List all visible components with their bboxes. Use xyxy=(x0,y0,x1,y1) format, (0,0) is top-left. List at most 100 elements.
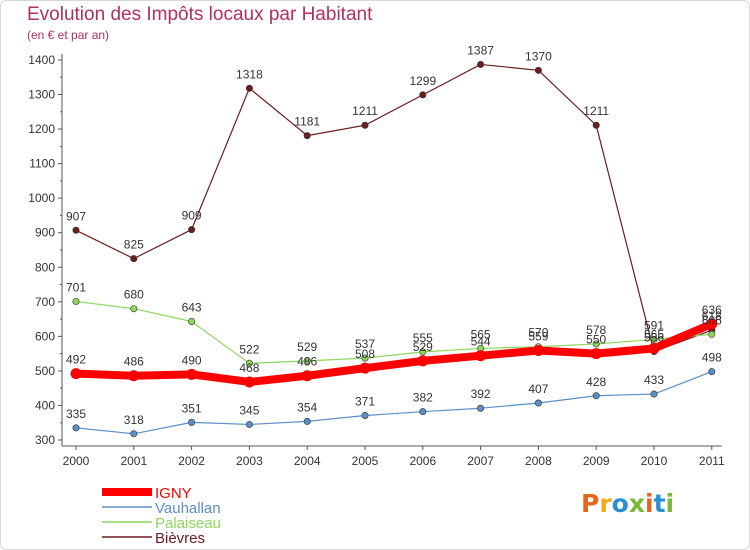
data-label-igny: 544 xyxy=(471,335,491,349)
data-label-vauhallan: 345 xyxy=(239,403,259,417)
data-label-palaiseau: 606 xyxy=(702,313,722,327)
data-point-palaiseau xyxy=(592,340,600,348)
data-point-vauhallan xyxy=(303,417,311,425)
data-point-igny xyxy=(301,370,313,382)
data-point-vauhallan xyxy=(245,420,253,428)
data-label-vauhallan: 335 xyxy=(66,407,86,421)
x-tick-label: 2010 xyxy=(641,454,668,468)
data-label-palaiseau: 570 xyxy=(528,326,548,340)
data-label-igny: 550 xyxy=(586,333,606,347)
y-tick-label: 1000 xyxy=(28,191,55,205)
logo-letter: o xyxy=(611,489,629,518)
data-label-igny: 636 xyxy=(702,303,722,317)
data-label-palaiseau: 529 xyxy=(297,340,317,354)
data-label-bivres: 1318 xyxy=(236,67,263,81)
logo-letter: t xyxy=(653,489,666,518)
data-point-vauhallan xyxy=(130,430,138,438)
data-label-palaiseau: 701 xyxy=(66,280,86,294)
data-point-bivres xyxy=(245,84,253,92)
y-tick-label: 600 xyxy=(35,329,55,343)
data-label-vauhallan: 371 xyxy=(355,394,375,408)
data-label-bivres: 825 xyxy=(124,238,144,252)
y-tick-label: 500 xyxy=(35,364,55,378)
data-point-bivres xyxy=(188,226,196,234)
logo-letter: i xyxy=(665,489,675,518)
data-point-igny xyxy=(128,370,140,382)
data-point-vauhallan xyxy=(361,411,369,419)
data-point-palaiseau xyxy=(708,330,716,338)
data-point-bivres xyxy=(419,91,427,99)
data-label-igny: 490 xyxy=(182,353,202,367)
axes: 300 400 500 600 700 800 900 1000 1100 1200 1300 140… xyxy=(28,53,725,468)
data-label-palaiseau: 680 xyxy=(124,288,144,302)
data-point-bivres xyxy=(477,60,485,68)
logo-letter: P xyxy=(581,489,600,518)
data-point-igny xyxy=(243,376,255,388)
data-label-bivres: 618 xyxy=(702,309,722,323)
data-label-bivres: 1211 xyxy=(583,104,609,118)
data-point-igny xyxy=(648,342,660,354)
data-point-igny xyxy=(417,355,429,367)
data-label-bivres: 556 xyxy=(644,331,664,345)
data-label-palaiseau: 591 xyxy=(644,318,664,332)
proxiti-logo: Proxiti xyxy=(581,489,674,518)
x-tick-label: 2001 xyxy=(120,454,147,468)
data-label-igny: 486 xyxy=(124,355,144,369)
data-label-palaiseau: 555 xyxy=(413,331,433,345)
data-point-palaiseau xyxy=(130,305,138,313)
data-point-bivres xyxy=(72,226,80,234)
chart-subtitle: (en € et par an) xyxy=(27,28,110,42)
data-label-vauhallan: 318 xyxy=(124,413,144,427)
x-tick-label: 2004 xyxy=(294,454,321,468)
y-tick-label: 800 xyxy=(35,260,55,274)
data-label-igny: 492 xyxy=(66,353,86,367)
data-label-bivres: 1299 xyxy=(409,74,436,88)
logo-letter: x xyxy=(628,489,645,518)
data-point-bivres xyxy=(361,121,369,129)
data-label-vauhallan: 354 xyxy=(297,400,317,414)
y-tick-label: 400 xyxy=(35,398,55,412)
data-point-igny xyxy=(70,368,82,380)
y-tick-label: 1200 xyxy=(28,122,55,136)
data-label-vauhallan: 382 xyxy=(413,391,433,405)
series-line-bivres xyxy=(75,63,713,353)
data-point-palaiseau xyxy=(188,317,196,325)
data-point-igny xyxy=(532,345,544,357)
x-tick-label: 2002 xyxy=(178,454,205,468)
y-tick-label: 700 xyxy=(35,295,55,309)
data-point-palaiseau xyxy=(245,359,253,367)
data-point-bivres xyxy=(303,132,311,140)
data-label-palaiseau: 643 xyxy=(182,300,202,314)
data-point-bivres xyxy=(592,121,600,129)
series-line-palaiseau xyxy=(75,300,713,364)
x-tick-label: 2008 xyxy=(525,454,552,468)
data-label-bivres: 1211 xyxy=(352,104,378,118)
data-label-palaiseau: 522 xyxy=(239,342,259,356)
data-label-bivres: 1181 xyxy=(294,115,320,129)
chart-title: Evolution des Impôts locaux par Habitant xyxy=(27,4,373,25)
data-point-vauhallan xyxy=(650,390,658,398)
data-label-igny: 486 xyxy=(297,355,317,369)
data-point-palaiseau xyxy=(419,348,427,356)
data-point-igny xyxy=(186,368,198,380)
y-tick-label: 1100 xyxy=(29,157,55,171)
data-label-bivres: 1370 xyxy=(525,49,552,63)
data-label-bivres: 1387 xyxy=(467,43,494,57)
data-label-vauhallan: 433 xyxy=(644,373,664,387)
data-label-bivres: 907 xyxy=(66,209,86,223)
logo-letter: i xyxy=(645,489,654,518)
y-tick-label: 900 xyxy=(35,226,55,240)
data-label-bivres: 909 xyxy=(182,209,202,223)
data-label-vauhallan: 407 xyxy=(528,382,548,396)
data-label-vauhallan: 428 xyxy=(586,375,606,389)
x-tick-label: 2009 xyxy=(583,454,610,468)
data-point-palaiseau xyxy=(650,335,658,343)
logo-letter: r xyxy=(599,489,612,518)
x-tick-label: 2005 xyxy=(352,454,379,468)
data-point-vauhallan xyxy=(188,418,196,426)
y-tick-label: 1400 xyxy=(28,53,55,67)
data-point-palaiseau xyxy=(361,354,369,362)
data-point-igny xyxy=(359,362,371,374)
